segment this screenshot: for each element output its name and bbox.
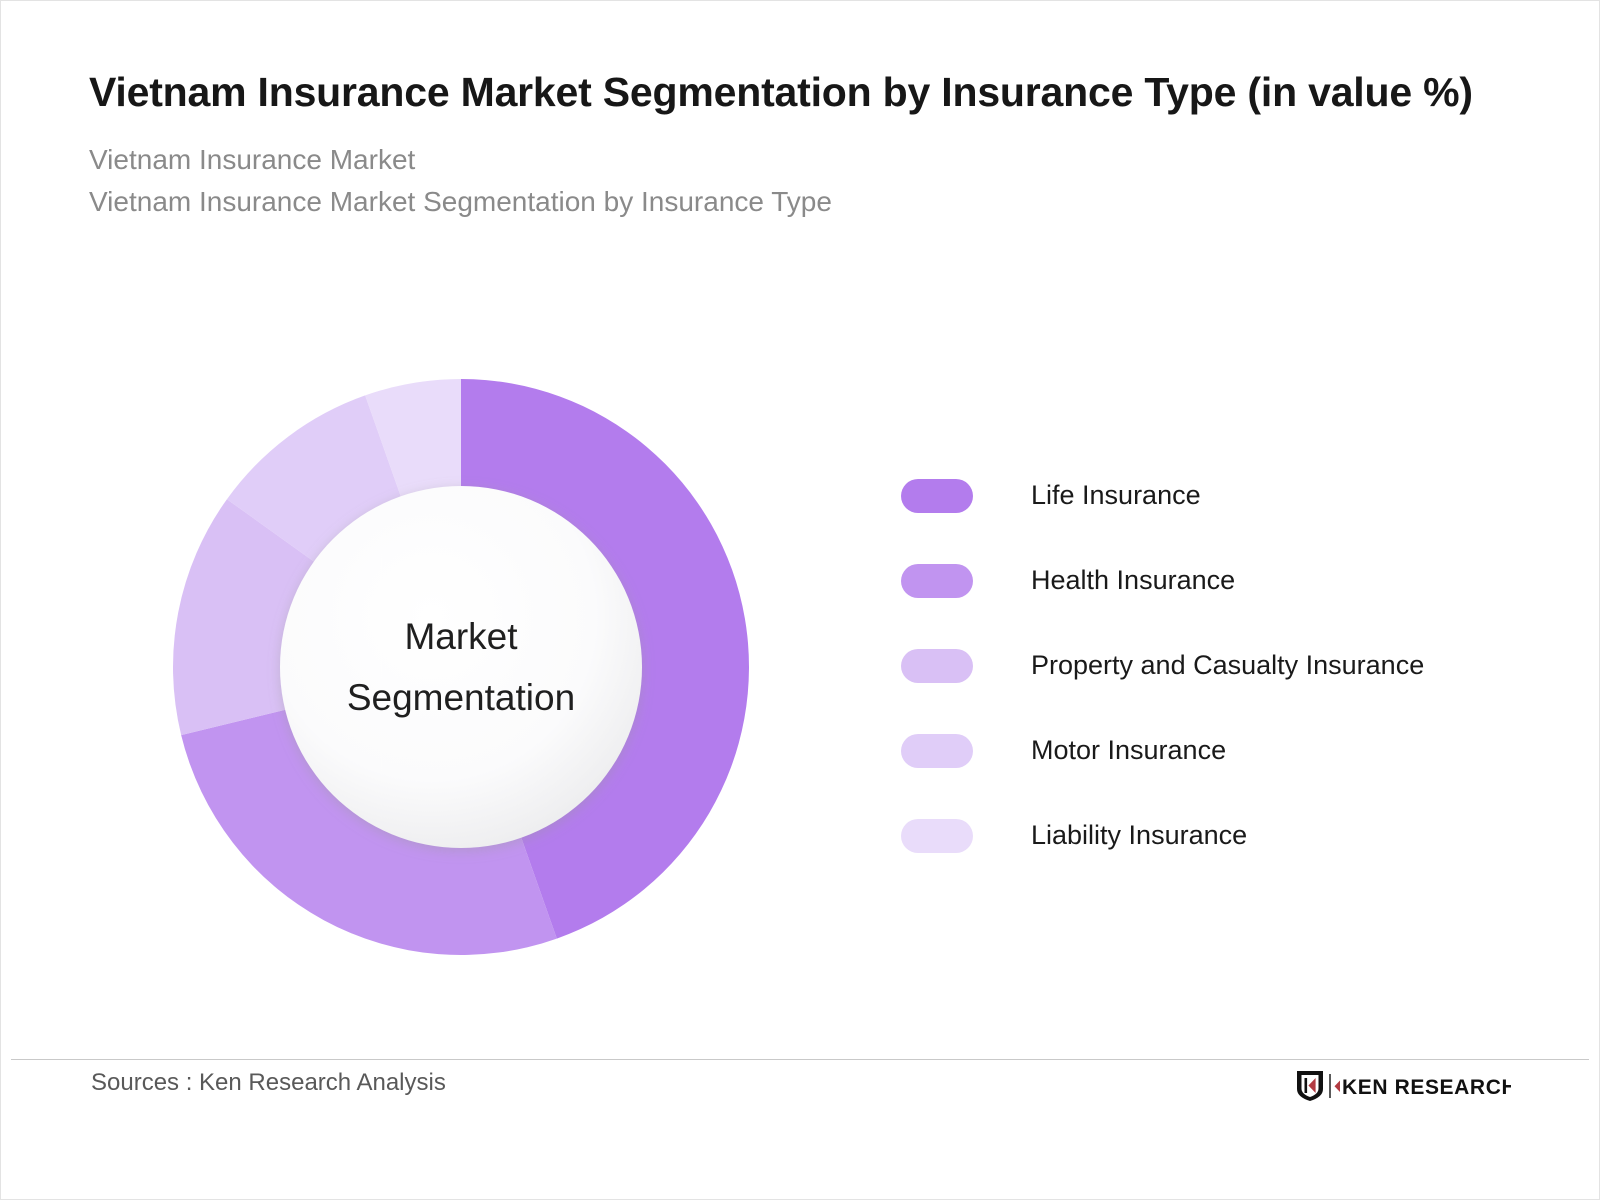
legend-item-label: Property and Casualty Insurance (1031, 650, 1425, 681)
donut-chart-svg (173, 379, 749, 955)
chart-header: Vietnam Insurance Market Segmentation by… (89, 63, 1509, 222)
source-note: Sources : Ken Research Analysis (91, 1069, 446, 1096)
page-title: Vietnam Insurance Market Segmentation by… (89, 69, 1473, 115)
ken-research-logo: KEN RESEARCH (1293, 1069, 1511, 1103)
chart-subtitle: Vietnam Insurance Market Vietnam Insuran… (89, 139, 1509, 222)
subtitle-line-2: Vietnam Insurance Market Segmentation by… (89, 185, 832, 217)
chart-legend: Life Insurance Health Insurance Property a… (901, 453, 1521, 878)
legend-swatch-icon (901, 818, 973, 853)
legend-swatch-icon (901, 563, 973, 598)
footer-divider (11, 1059, 1589, 1060)
legend-item-label: Life Insurance (1031, 480, 1201, 511)
ken-research-logo-icon: KEN RESEARCH (1297, 1071, 1511, 1101)
svg-text:KEN RESEARCH: KEN RESEARCH (1342, 1076, 1511, 1099)
legend-item[interactable]: Health Insurance (901, 538, 1521, 623)
legend-item-label: Health Insurance (1031, 565, 1236, 596)
donut-chart: Market Segmentation (161, 367, 761, 967)
legend-item[interactable]: Life Insurance (901, 453, 1521, 538)
legend-item-label: Motor Insurance (1031, 735, 1227, 766)
legend-item[interactable]: Property and Casualty Insurance (901, 623, 1521, 708)
subtitle-line-1: Vietnam Insurance Market (89, 144, 416, 176)
legend-item-label: Liability Insurance (1031, 820, 1248, 851)
donut-center-hole (280, 486, 642, 848)
legend-swatch-icon (901, 478, 973, 513)
legend-swatch-icon (901, 648, 973, 683)
legend-item[interactable]: Motor Insurance (901, 708, 1521, 793)
legend-item[interactable]: Liability Insurance (901, 793, 1521, 878)
legend-swatch-icon (901, 733, 973, 768)
